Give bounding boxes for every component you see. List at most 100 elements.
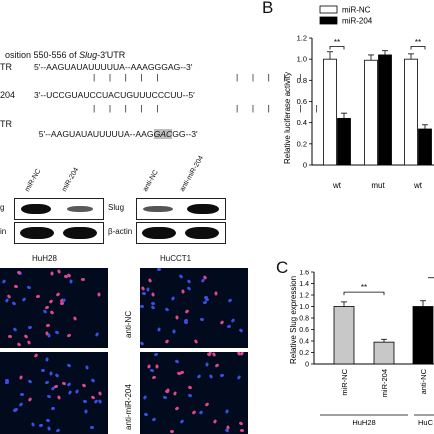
cell-nucleus [97,292,101,297]
band [187,204,219,214]
legend-label-mir-nc: miR-NC [342,6,371,15]
cell-nucleus [219,319,225,325]
band [63,227,97,239]
cell-nucleus [45,418,51,423]
micrograph-huh28-bottom [0,352,108,434]
luciferase-plot-area: 0 0.2 0.4 0.6 0.8 1.0 1.2 wt ** mut wt ** [297,34,434,190]
cell-nucleus [199,317,205,322]
cell-nucleus [141,285,146,291]
cell-nucleus [178,273,184,279]
significance-bracket [329,46,345,50]
cell-nucleus [239,428,244,433]
cell-nucleus [26,285,32,290]
row-label-utr-wt: TR [0,62,12,72]
cell-nucleus [55,292,61,298]
cell-nucleus [12,327,18,333]
band [142,227,176,239]
x-tick-label: miR-204 [380,369,389,397]
y-tick-label: 0 [303,161,307,170]
cell-nucleus [84,409,88,414]
group-label-huh28: HuH28 [352,418,375,427]
cell-nucleus [175,315,180,320]
panel-a-header: osition 550-556 of Slug-3′UTR [0,40,125,60]
micrograph-title-hucct1: HuCCT1 [160,254,192,263]
significance-label: ** [361,283,367,292]
cell-nucleus [81,383,87,389]
cell-nucleus [50,406,56,411]
cell-nucleus [27,396,33,402]
cell-nucleus [66,381,72,387]
cell-nucleus [23,334,29,340]
group-label-hucct1: HuC [418,418,434,427]
cell-nucleus [151,292,156,297]
header-gene: Slug [79,50,98,60]
cell-nucleus [49,309,55,315]
cell-nucleus [214,291,218,296]
cell-nucleus [74,389,79,395]
y-tick-label: 0.8 [297,76,307,85]
micrograph-row-label-anti-nc: anti-NC [124,310,133,338]
sequence-utr-mut: 5′--AAGUAUAUUUUUA--AAGGACGG--3′ [34,119,198,139]
cell-nucleus [68,279,73,284]
cell-nucleus [90,425,95,430]
cell-nucleus [54,330,60,335]
micrograph-title-huh28: HuH28 [32,254,57,263]
cell-nucleus [149,367,155,373]
band [21,204,51,214]
cell-nucleus [44,380,50,385]
band [67,206,93,212]
cell-nucleus [174,359,180,364]
cell-nucleus [143,412,149,417]
pairing-lines-bottom: | | | | | | | | | | [93,103,324,113]
seq-mut-end: GG--3′ [172,129,198,139]
y-tick-label: 1.6 [299,270,309,277]
cell-nucleus [33,353,39,359]
y-tick-label: 0.8 [299,316,309,323]
sequence-utr-wt: 5′--AAGUAUAUUUUUA--AAAGGGAG--3′ [34,62,193,72]
cell-nucleus [157,327,162,333]
cell-nucleus [31,421,36,427]
cell-nucleus [208,374,214,380]
cell-nucleus [225,409,230,415]
cell-nucleus [140,305,144,309]
cell-nucleus [72,315,78,321]
bar [418,128,432,166]
y-tick-label: 1.4 [299,281,309,288]
cell-nucleus [183,320,189,325]
band [185,227,219,239]
cell-nucleus [38,423,43,428]
cell-nucleus [193,338,199,344]
bar [412,306,434,365]
cell-nucleus [82,399,88,404]
y-tick-label: 0.6 [299,327,309,334]
y-tick-label: 0.4 [297,118,307,127]
cell-nucleus [63,273,69,279]
panel-b-letter: B [262,0,274,17]
cell-nucleus [157,268,162,272]
cell-nucleus [94,332,99,338]
micrograph-hucct1-top [140,268,248,348]
cell-nucleus [67,389,72,395]
cell-nucleus [238,420,244,426]
cell-nucleus [41,369,46,373]
cell-nucleus [198,409,204,415]
lane-label-mir-nc: miR-NC [23,167,43,193]
bar [404,58,418,166]
cell-nucleus [59,301,64,305]
cell-nucleus [196,374,202,380]
lane-label-anti-nc: anti-NC [141,168,160,193]
row-label-mir204: 204 [0,90,16,100]
cell-nucleus [11,300,17,306]
cell-nucleus [212,419,217,424]
cell-nucleus [153,352,159,357]
cell-nucleus [18,374,24,380]
cell-nucleus [84,365,89,370]
y-tick-label: 0.4 [299,339,309,346]
x-tick-label: wt [413,181,423,190]
cell-nucleus [17,270,22,274]
micrograph-huh28-top [0,268,108,348]
bar [373,341,395,365]
y-tick-label: 0.2 [297,139,307,148]
cell-nucleus [27,326,32,330]
band [143,206,173,212]
